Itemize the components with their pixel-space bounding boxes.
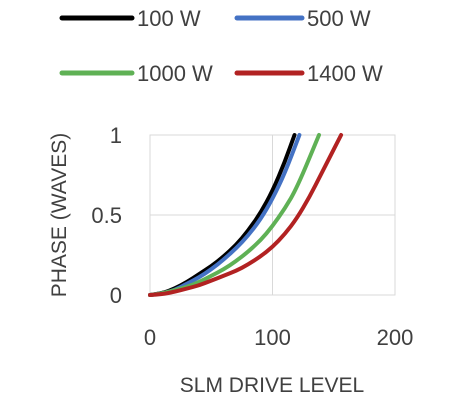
y-tick-label: 1 — [110, 123, 122, 148]
x-axis-title: SLM DRIVE LEVEL — [180, 374, 364, 397]
x-tick-label: 0 — [144, 325, 156, 350]
x-tick-label: 100 — [254, 325, 291, 350]
legend-label: 500 W — [307, 6, 371, 31]
y-axis-title: PHASE (WAVES) — [48, 133, 71, 298]
x-tick-label: 200 — [377, 325, 414, 350]
series-line-1400w — [148, 133, 344, 297]
gridlines — [149, 134, 396, 296]
legend-label: 1400 W — [307, 61, 383, 86]
legend: 100 W 500 W 1000 W 1400 W — [59, 6, 383, 86]
tick-labels: 0 100 200 0 0.5 1 — [91, 123, 413, 350]
y-tick-label: 0.5 — [91, 203, 122, 228]
legend-label: 100 W — [137, 6, 201, 31]
y-tick-label: 0 — [110, 283, 122, 308]
series-lines — [148, 133, 344, 297]
legend-label: 1000 W — [137, 61, 213, 86]
